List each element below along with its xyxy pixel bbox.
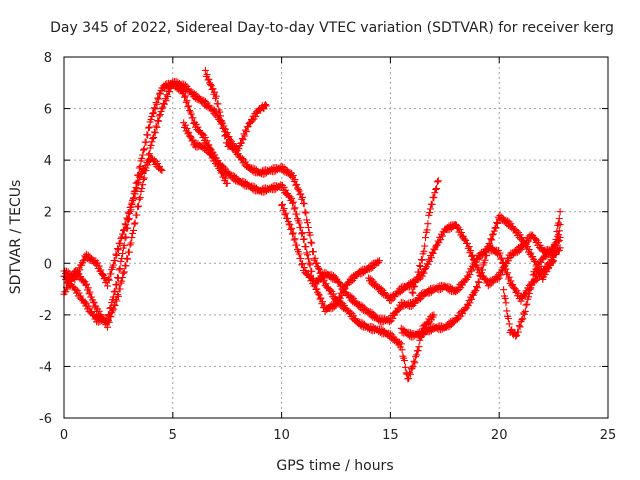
- y-axis-label: SDTVAR / TECUs: [8, 180, 24, 295]
- chart-title: Day 345 of 2022, Sidereal Day-to-day VTE…: [50, 20, 614, 36]
- x-tick-label: 10: [273, 428, 290, 443]
- x-tick-label: 20: [491, 428, 508, 443]
- x-tick-label: 25: [600, 428, 617, 443]
- data-point-markers: [397, 211, 564, 341]
- y-tick-label: 0: [44, 257, 52, 272]
- plot-frame: [63, 56, 609, 419]
- series-track-6: [278, 200, 564, 326]
- series-track-4: [180, 119, 231, 187]
- y-tick-label: 2: [44, 206, 52, 221]
- data-point-markers: [180, 119, 231, 187]
- y-tick-label: 6: [44, 103, 52, 118]
- data-points-layer: [60, 66, 564, 383]
- data-point-markers: [278, 200, 564, 326]
- y-tick-label: 8: [44, 51, 52, 66]
- y-tick-label: -2: [39, 309, 52, 324]
- series-track-10: [500, 234, 564, 340]
- x-tick-label: 15: [382, 428, 399, 443]
- series-track-8: [397, 211, 564, 341]
- y-tick-label: -6: [39, 412, 52, 427]
- series-track-9: [408, 177, 442, 297]
- x-tick-label: 0: [60, 428, 68, 443]
- y-tick-label: -4: [39, 360, 52, 375]
- y-tick-label: 4: [44, 154, 52, 169]
- data-point-markers: [408, 177, 442, 297]
- x-axis-label: GPS time / hours: [276, 458, 393, 474]
- tick-layer: 0 5 10 15 20 25 -6 -4 -2 0 2 4 6 8: [39, 51, 616, 443]
- series-track-5: [201, 66, 270, 155]
- data-point-markers: [201, 66, 270, 155]
- data-point-markers: [500, 234, 564, 340]
- x-tick-label: 5: [169, 428, 177, 443]
- grid-layer: [64, 57, 608, 418]
